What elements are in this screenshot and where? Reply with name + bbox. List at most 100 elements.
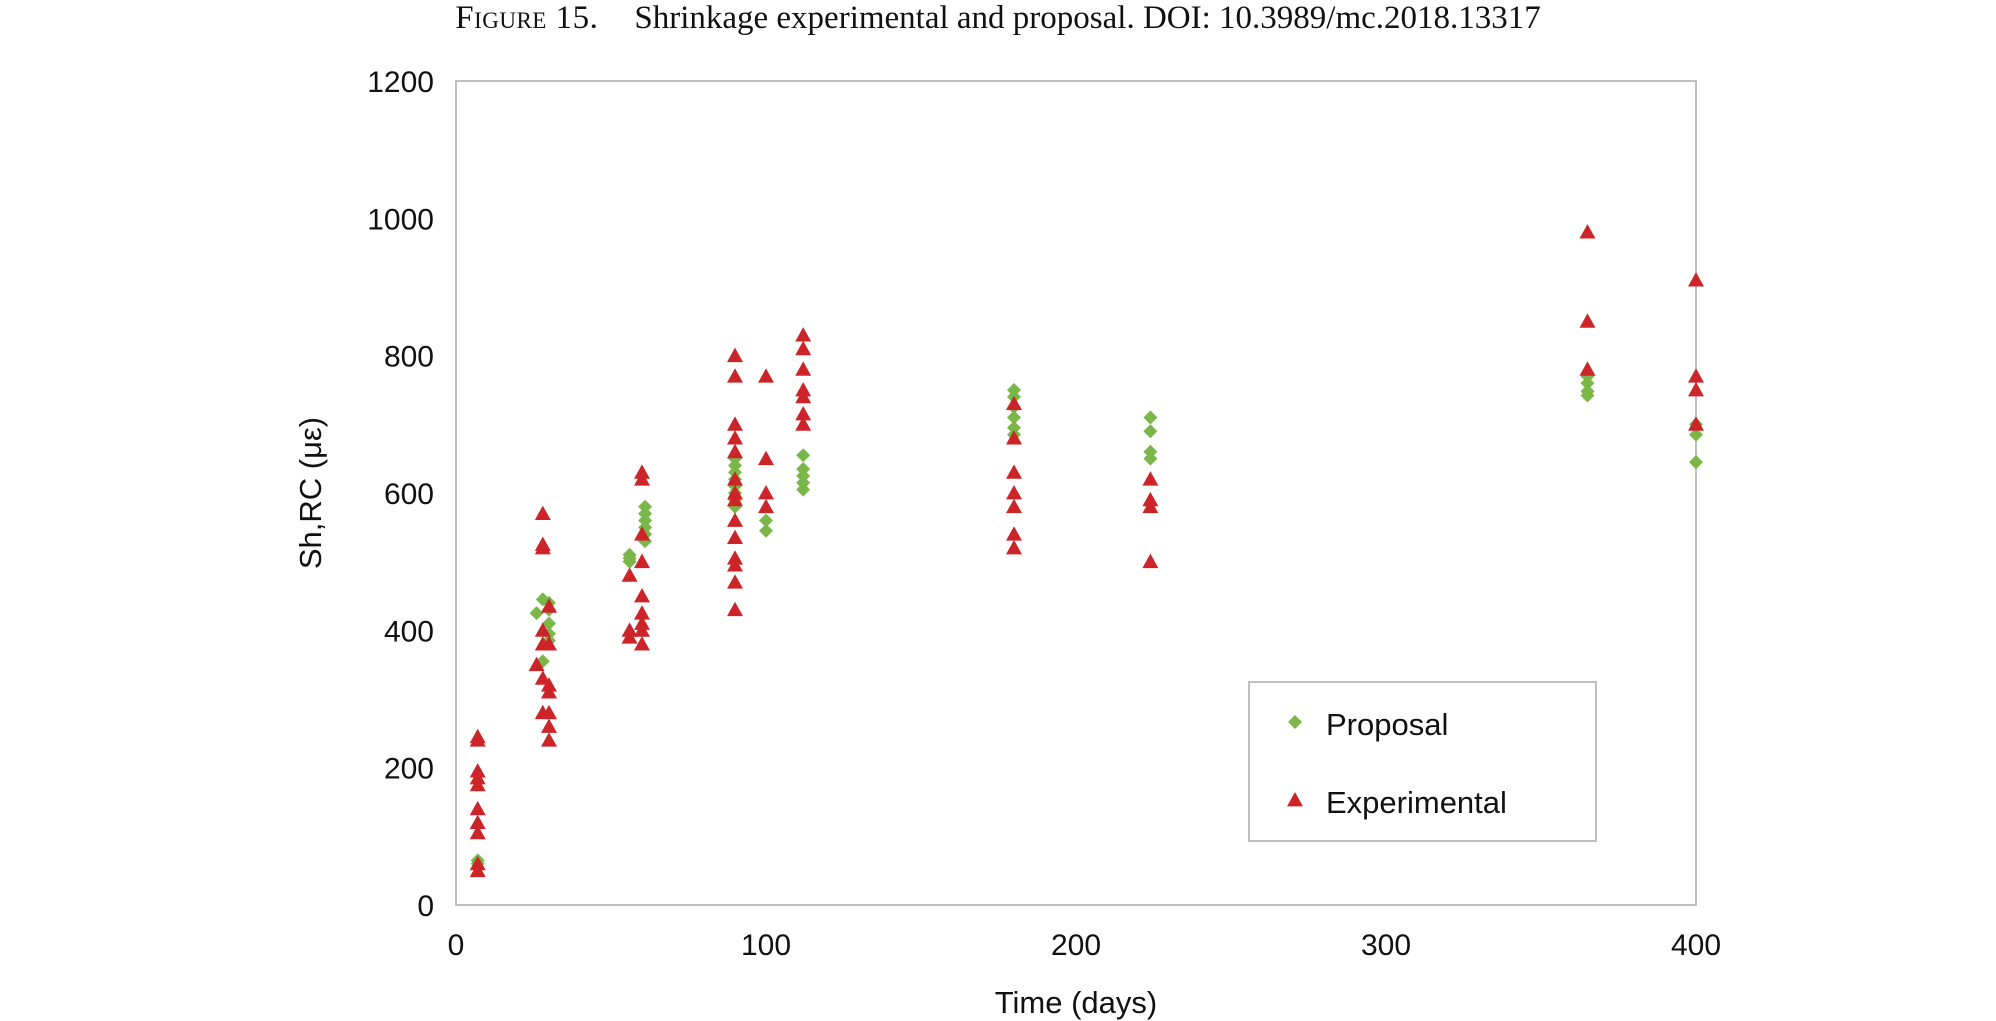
legend-label-experimental: Experimental: [1326, 785, 1507, 820]
proposal-point: [796, 482, 811, 497]
experimental-point: [727, 430, 743, 445]
experimental-point: [727, 512, 743, 527]
experimental-point: [634, 526, 650, 541]
x-tick-label: 400: [1671, 929, 1721, 962]
proposal-point: [1143, 410, 1158, 425]
experimental-point: [528, 656, 545, 672]
experimental-point: [795, 361, 812, 376]
plot-area-frame: [455, 80, 1697, 906]
experimental-point: [1006, 498, 1022, 514]
experimental-point: [1579, 224, 1596, 239]
experimental-point: [469, 776, 486, 792]
figure-caption-text: Shrinkage experimental and proposal. DOI…: [634, 0, 1541, 36]
experimental-point: [469, 732, 486, 747]
experimental-point: [534, 670, 551, 685]
experimental-point: [1688, 272, 1704, 287]
x-axis-ticks: 0 100 200 300 400: [448, 929, 1721, 962]
experimental-point: [758, 498, 774, 514]
experimental-point: [469, 824, 486, 840]
y-tick-label: 0: [417, 890, 434, 923]
experimental-point: [758, 450, 774, 466]
experimental-point: [795, 327, 812, 342]
experimental-point: [541, 598, 557, 613]
experimental-point: [541, 684, 557, 699]
proposal-point: [622, 554, 637, 569]
experimental-point: [469, 800, 486, 816]
experimental-point: [795, 388, 812, 404]
proposal-point: [796, 448, 811, 463]
legend-box: [1248, 681, 1597, 842]
legend-marker-experimental: [1287, 792, 1303, 807]
proposal-point: [529, 606, 544, 621]
experimental-point: [1006, 395, 1022, 411]
proposal-point: [1689, 427, 1703, 442]
legend-marker-proposal: [1288, 715, 1302, 729]
experimental-point: [634, 588, 650, 603]
proposal-point: [1143, 424, 1158, 439]
experimental-point: [727, 416, 743, 431]
experimental-point: [727, 557, 743, 572]
y-tick-label: 400: [384, 615, 434, 648]
experimental-point: [621, 567, 638, 582]
experimental-point: [795, 340, 812, 356]
proposal-point: [1007, 410, 1021, 425]
experimental-point: [1688, 382, 1704, 397]
experimental-point: [541, 636, 557, 651]
experimental-point: [1688, 416, 1704, 431]
experimental-point: [534, 505, 551, 520]
proposal-point: [759, 523, 773, 538]
experimental-point: [634, 553, 650, 569]
experimental-point: [1579, 361, 1596, 376]
proposal-point: [1689, 455, 1703, 470]
experimental-point: [727, 574, 743, 589]
experimental-point: [1142, 471, 1159, 486]
experimental-point: [758, 368, 774, 383]
experimental-point: [758, 485, 774, 500]
x-axis-title: Time (days): [995, 985, 1157, 1020]
experimental-point: [541, 732, 557, 747]
x-tick-label: 0: [448, 929, 465, 962]
experimental-point: [634, 622, 650, 637]
y-tick-label: 600: [384, 478, 434, 511]
experimental-point: [727, 443, 743, 459]
y-axis-ticks: 0 200 400 600 800 1000 1200: [367, 66, 434, 923]
experimental-point: [469, 862, 486, 878]
figure-caption: Figure 15. Shrinkage experimental and pro…: [0, 2, 1996, 35]
experimental-point: [1006, 430, 1022, 445]
experimental-point: [541, 718, 557, 733]
experimental-point: [1006, 526, 1022, 541]
x-tick-label: 100: [741, 929, 791, 962]
experimental-point: [795, 406, 812, 421]
proposal-point: [759, 513, 773, 528]
x-tick-label: 300: [1361, 929, 1411, 962]
experimental-point: [634, 636, 650, 651]
experimental-point: [1142, 553, 1159, 569]
proposal-point: [542, 616, 556, 631]
experimental-point: [1006, 539, 1022, 555]
experimental-point: [621, 629, 638, 644]
proposal-point: [1580, 388, 1595, 403]
experimental-point: [727, 601, 743, 617]
legend: Proposal Experimental: [1248, 681, 1597, 842]
proposal-point: [1143, 451, 1158, 466]
experimental-point: [1006, 485, 1022, 500]
experimental-point: [634, 471, 650, 486]
experimental-point: [727, 529, 743, 545]
y-tick-label: 200: [384, 753, 434, 786]
experimental-point: [727, 368, 743, 383]
experimental-point: [1006, 464, 1022, 479]
x-tick-label: 200: [1051, 929, 1101, 962]
y-tick-label: 1000: [367, 203, 434, 236]
experimental-point: [727, 347, 743, 363]
experimental-point: [1142, 498, 1159, 514]
y-tick-label: 800: [384, 341, 434, 374]
y-axis-title: Sh,RC (με): [293, 417, 328, 569]
experimental-point: [1579, 313, 1596, 328]
experimental-point: [634, 605, 650, 620]
figure-label: Figure 15.: [455, 0, 599, 36]
experimental-point: [541, 704, 557, 720]
legend-label-proposal: Proposal: [1326, 707, 1448, 742]
experimental-point: [727, 491, 743, 507]
experimental-point: [795, 416, 812, 431]
